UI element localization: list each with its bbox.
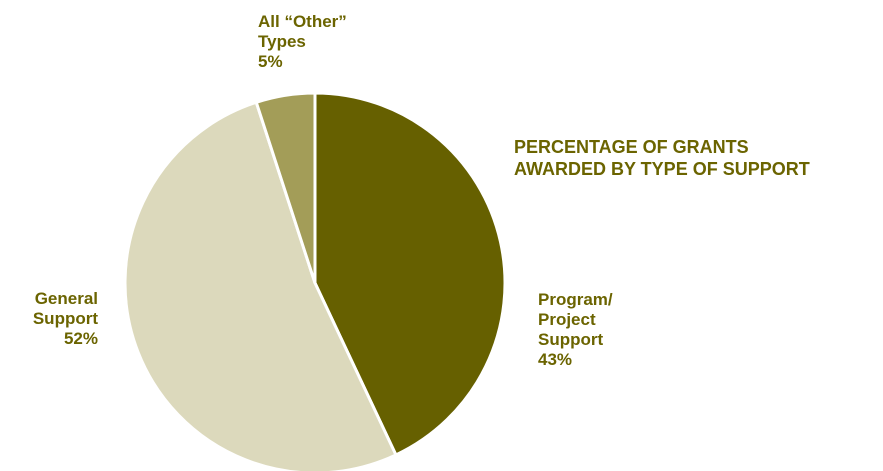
slice-label-line: Support: [32, 309, 98, 328]
slice-label-line: General: [34, 289, 98, 308]
pie-slice-program-project-support: [313, 91, 507, 457]
pie-slice-all-other-types: [254, 91, 317, 285]
slice-value-label: 43%: [538, 350, 573, 369]
chart-title: PERCENTAGE OF GRANTS AWARDED BY TYPE OF …: [514, 136, 883, 180]
pie-slice-general-support: [123, 100, 398, 471]
slice-label-general-support: General Support 52%: [10, 289, 98, 349]
chart-title-line-2: AWARDED BY TYPE OF SUPPORT: [514, 159, 810, 179]
slice-label-all-other-types: All “Other” Types 5%: [258, 12, 347, 72]
slice-label-line: Project: [538, 310, 596, 329]
slice-label-program-project-support: Program/ Project Support 43%: [538, 290, 613, 370]
slice-value-label: 5%: [258, 52, 283, 71]
slice-label-line: All “Other”: [258, 12, 347, 31]
slice-label-line: Types: [258, 32, 306, 51]
chart-title-line-1: PERCENTAGE OF GRANTS: [514, 137, 749, 157]
slice-label-line: Program/: [538, 290, 613, 309]
slice-value-label: 52%: [63, 329, 98, 348]
slice-label-line: Support: [538, 330, 604, 349]
